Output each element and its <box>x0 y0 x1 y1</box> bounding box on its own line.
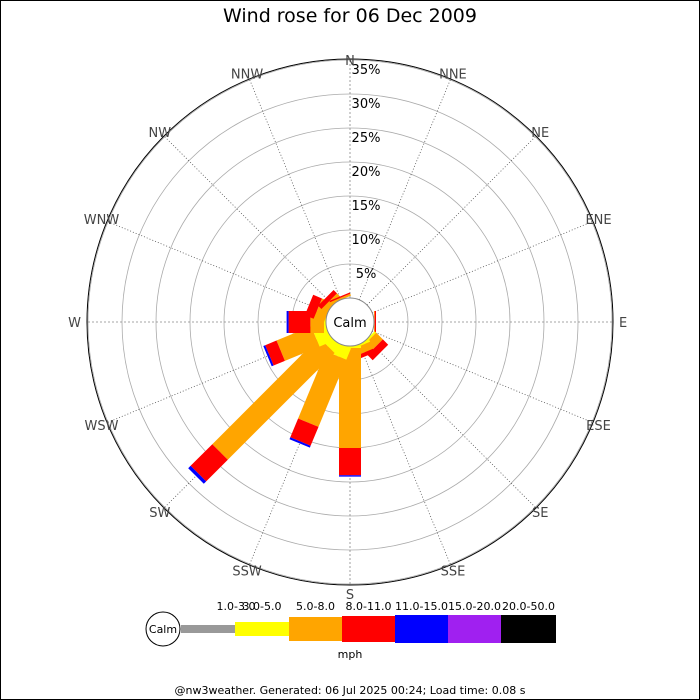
radial-tick-label: 35% <box>352 63 381 78</box>
bar-wsw-8.0-11.0 <box>265 340 285 366</box>
legend-swatch-8.0-11.0 <box>342 616 395 642</box>
legend-bin-label: 8.0-11.0 <box>346 600 392 613</box>
bar-w-8.0-11.0 <box>288 311 311 333</box>
bar-sw-5.0-8.0 <box>212 337 335 460</box>
bar-nw-8.0-11.0 <box>318 290 337 309</box>
bar-ssw-8.0-11.0 <box>290 418 319 446</box>
radial-tick-label: 10% <box>352 233 381 248</box>
spoke-se <box>366 338 537 509</box>
spoke-ene <box>372 220 594 314</box>
legend-bin-label: 11.0-15.0 <box>395 600 448 613</box>
spoke-nnw <box>248 78 342 300</box>
radial-tick-label: 25% <box>352 131 381 146</box>
calm-label: Calm <box>333 316 366 331</box>
legend-bin-label: 3.0-5.0 <box>243 600 282 613</box>
bar-wnw-8.0-11.0 <box>304 294 322 319</box>
spoke-nw <box>163 135 334 306</box>
calm-circle <box>325 297 375 347</box>
bar-s-11.0-15.0 <box>339 475 361 477</box>
legend-swatch-15.0-20.0 <box>448 615 501 643</box>
radial-tick-label: 30% <box>352 97 381 112</box>
legend-swatch-3.0-5.0 <box>235 622 289 636</box>
legend-swatch-20.0-50.0 <box>501 615 556 643</box>
direction-label-n: N <box>345 54 355 69</box>
footer-credit: @nw3weather. Generated: 06 Jul 2025 00:2… <box>174 684 526 697</box>
bar-e-8.0-11.0 <box>374 311 376 333</box>
bar-nnw-5.0-8.0 <box>329 293 351 304</box>
bar-ssw-11.0-15.0 <box>289 437 311 448</box>
legend-swatch-11.0-15.0 <box>395 615 448 643</box>
legend-bin-label: 15.0-20.0 <box>448 600 501 613</box>
direction-label-ssw: SSW <box>232 565 262 580</box>
direction-label-ese: ESE <box>586 419 611 434</box>
bar-w-11.0-15.0 <box>286 311 289 333</box>
spoke-ese <box>372 330 594 424</box>
bar-ssw-5.0-8.0 <box>298 351 347 427</box>
legend-swatch-1.0-3.0 <box>181 625 235 633</box>
legend-unit-label: mph <box>338 648 363 661</box>
direction-label-s: S <box>346 588 354 603</box>
direction-label-wnw: WNW <box>84 213 120 228</box>
legend-bin-label: 1.0-3.0 <box>217 600 256 613</box>
legend-swatch-5.0-8.0 <box>289 617 342 641</box>
radial-tick-label: 5% <box>356 267 377 282</box>
bar-wsw-5.0-8.0 <box>276 326 320 361</box>
spoke-nne <box>358 78 452 300</box>
spoke-wnw <box>106 220 328 314</box>
bar-nnw-8.0-11.0 <box>329 292 351 303</box>
direction-label-e: E <box>619 316 627 331</box>
bar-sw-11.0-15.0 <box>188 465 207 484</box>
bar-se-8.0-11.0 <box>367 339 389 361</box>
direction-label-ne: NE <box>531 126 549 141</box>
direction-label-nne: NNE <box>439 67 467 82</box>
bar-wsw-11.0-15.0 <box>263 345 274 367</box>
spoke-ne <box>366 135 537 306</box>
direction-label-sse: SSE <box>441 565 466 580</box>
radial-tick-label: 15% <box>352 199 381 214</box>
direction-label-wsw: WSW <box>84 419 118 434</box>
bar-s-5.0-8.0 <box>339 348 361 448</box>
legend-bin-label: 20.0-50.0 <box>502 600 555 613</box>
legend-bin-label: 5.0-8.0 <box>296 600 335 613</box>
chart-title: Wind rose for 06 Dec 2009 <box>223 5 477 27</box>
direction-label-se: SE <box>532 506 548 521</box>
direction-label-sw: SW <box>149 506 170 521</box>
bar-sw-8.0-11.0 <box>190 444 228 482</box>
direction-label-nw: NW <box>148 126 171 141</box>
legend-calm-label: Calm <box>149 623 177 636</box>
radial-tick-label: 20% <box>352 165 381 180</box>
outer-ring <box>86 58 614 586</box>
bar-s-8.0-11.0 <box>339 448 361 476</box>
spoke-sse <box>358 344 452 566</box>
direction-label-ene: ENE <box>585 213 611 228</box>
direction-label-w: W <box>68 316 81 331</box>
direction-label-nnw: NNW <box>231 67 263 82</box>
legend-calm-circle <box>145 611 181 647</box>
